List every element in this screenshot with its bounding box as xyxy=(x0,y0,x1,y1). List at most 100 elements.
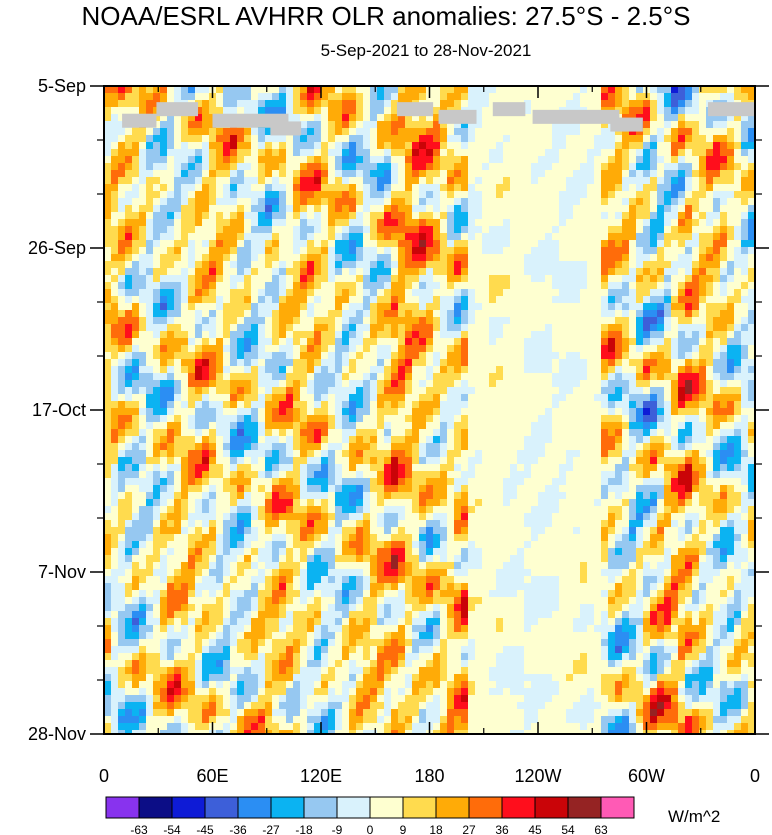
field-cell xyxy=(419,415,427,423)
field-cell xyxy=(412,156,420,164)
field-cell xyxy=(216,317,224,325)
field-cell xyxy=(503,163,511,171)
field-cell xyxy=(405,86,413,94)
field-cell xyxy=(524,324,532,332)
field-cell xyxy=(692,394,700,402)
field-cell xyxy=(237,93,245,101)
field-cell xyxy=(405,226,413,234)
field-cell xyxy=(139,380,147,388)
field-cell xyxy=(706,128,714,136)
field-cell xyxy=(181,366,189,374)
field-cell xyxy=(727,415,735,423)
field-cell xyxy=(132,100,140,108)
field-cell xyxy=(132,387,140,395)
field-cell xyxy=(587,261,595,269)
field-cell xyxy=(104,436,112,444)
field-cell xyxy=(223,380,231,388)
field-cell xyxy=(482,254,490,262)
field-cell xyxy=(370,240,378,248)
field-cell xyxy=(748,352,755,360)
field-cell xyxy=(699,268,707,276)
field-cell xyxy=(727,289,735,297)
field-cell xyxy=(237,219,245,227)
field-cell xyxy=(384,254,392,262)
field-cell xyxy=(307,261,315,269)
field-cell xyxy=(286,436,294,444)
field-cell xyxy=(734,310,742,318)
field-cell xyxy=(412,128,420,136)
field-cell xyxy=(538,366,546,374)
field-cell xyxy=(349,408,357,416)
field-cell xyxy=(699,100,707,108)
field-cell xyxy=(587,345,595,353)
field-cell xyxy=(622,233,630,241)
field-cell xyxy=(475,324,483,332)
field-cell xyxy=(503,296,511,304)
field-cell xyxy=(524,114,532,122)
field-cell xyxy=(496,240,504,248)
field-cell xyxy=(307,128,315,136)
field-cell xyxy=(629,191,637,199)
field-cell xyxy=(643,128,651,136)
field-cell xyxy=(685,422,693,430)
field-cell xyxy=(244,387,252,395)
field-cell xyxy=(713,254,721,262)
field-cell xyxy=(153,373,161,381)
field-cell xyxy=(223,422,231,430)
field-cell xyxy=(167,261,175,269)
field-cell xyxy=(538,261,546,269)
field-cell xyxy=(580,338,588,346)
field-cell xyxy=(671,121,679,129)
field-cell xyxy=(188,247,196,255)
field-cell xyxy=(566,198,574,206)
field-cell xyxy=(510,170,518,178)
field-cell xyxy=(734,142,742,150)
field-cell xyxy=(748,429,755,437)
field-cell xyxy=(629,205,637,213)
field-cell xyxy=(615,198,623,206)
field-cell xyxy=(678,86,686,94)
field-cell xyxy=(664,289,672,297)
field-cell xyxy=(335,254,343,262)
field-cell xyxy=(580,324,588,332)
field-cell xyxy=(335,177,343,185)
field-cell xyxy=(671,422,679,430)
field-cell xyxy=(433,275,441,283)
field-cell xyxy=(748,324,755,332)
field-cell xyxy=(356,387,364,395)
field-cell xyxy=(384,247,392,255)
field-cell xyxy=(720,226,728,234)
field-cell xyxy=(258,205,266,213)
field-cell xyxy=(433,191,441,199)
field-cell xyxy=(503,177,511,185)
field-cell xyxy=(167,240,175,248)
field-cell xyxy=(223,268,231,276)
field-cell xyxy=(524,408,532,416)
field-cell xyxy=(174,282,182,290)
field-cell xyxy=(209,310,217,318)
field-cell xyxy=(237,282,245,290)
field-cell xyxy=(531,422,539,430)
field-cell xyxy=(615,275,623,283)
field-cell xyxy=(104,401,112,409)
field-cell xyxy=(391,177,399,185)
field-cell xyxy=(699,275,707,283)
field-cell xyxy=(643,142,651,150)
field-cell xyxy=(398,345,406,353)
field-cell xyxy=(538,268,546,276)
field-cell xyxy=(559,436,567,444)
field-cell xyxy=(286,373,294,381)
field-cell xyxy=(209,331,217,339)
field-cell xyxy=(580,310,588,318)
field-cell xyxy=(713,296,721,304)
field-cell xyxy=(321,247,329,255)
field-cell xyxy=(566,429,574,437)
field-cell xyxy=(650,184,658,192)
field-cell xyxy=(412,275,420,283)
field-cell xyxy=(643,338,651,346)
field-cell xyxy=(461,149,469,157)
field-cell xyxy=(167,422,175,430)
field-cell xyxy=(132,233,140,241)
field-cell xyxy=(433,380,441,388)
field-cell xyxy=(538,163,546,171)
